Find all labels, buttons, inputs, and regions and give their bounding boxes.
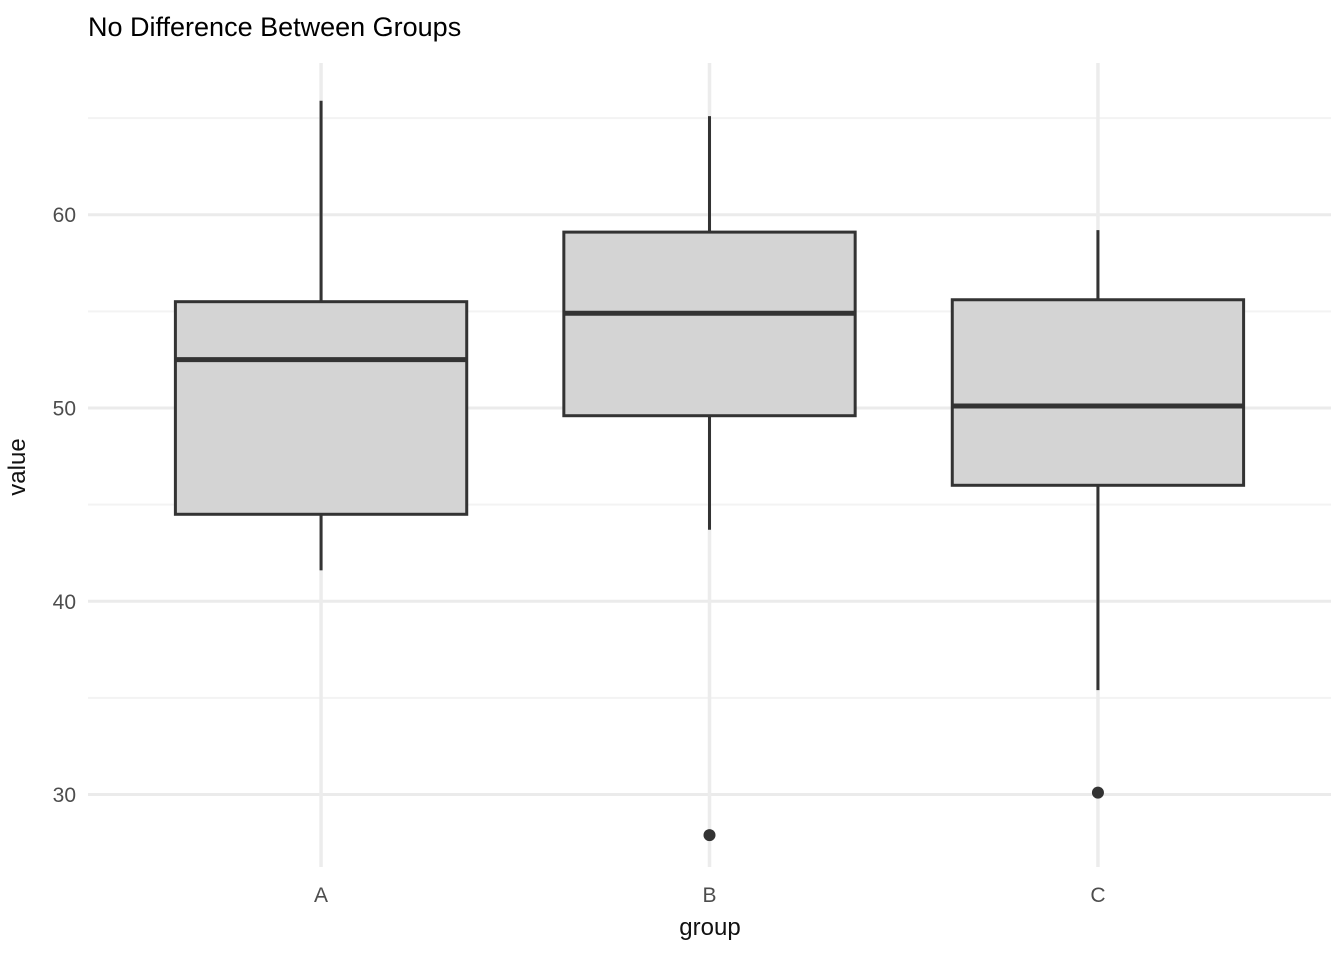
y-tick-label-60: 60	[53, 204, 76, 227]
x-tick-label-A: A	[314, 884, 328, 907]
box-rect-B	[562, 230, 857, 418]
box-rect-C	[950, 298, 1246, 487]
y-tick-label-50: 50	[53, 397, 76, 420]
y-tick-label-40: 40	[53, 591, 76, 614]
y-axis-title: value	[4, 438, 31, 496]
outlier-point-B-0	[703, 829, 716, 842]
x-axis-title: group	[679, 914, 741, 941]
y-tick-label-30: 30	[53, 784, 76, 807]
chart-title: No Difference Between Groups	[88, 12, 462, 42]
box-rect-A	[173, 300, 469, 516]
outlier-point-C-0	[1091, 786, 1104, 799]
x-tick-label-C: C	[1090, 884, 1105, 907]
x-tick-label-B: B	[702, 884, 716, 907]
